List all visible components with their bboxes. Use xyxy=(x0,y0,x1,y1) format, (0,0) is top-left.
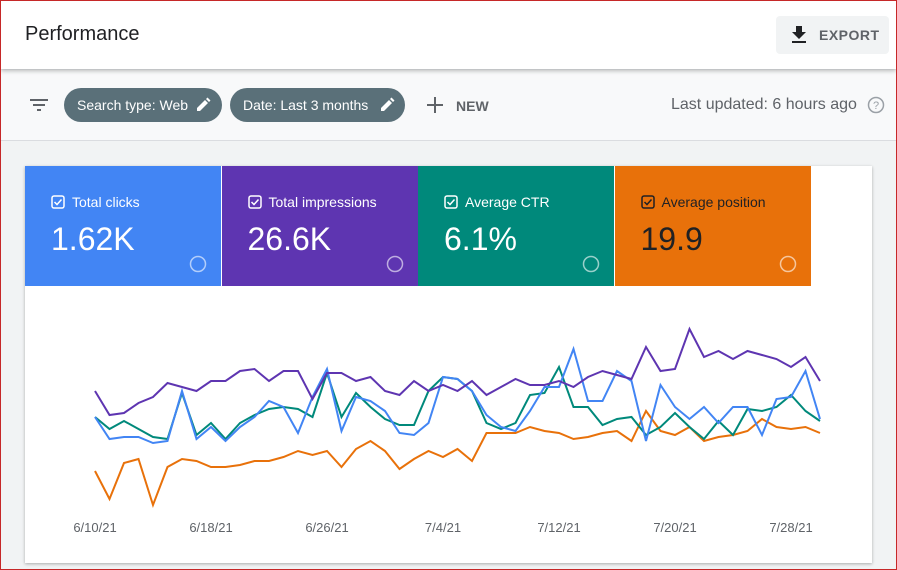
help-circle xyxy=(386,255,403,273)
checkbox-icon xyxy=(51,195,65,209)
plus-icon[interactable] xyxy=(426,96,444,114)
metric-label: Average position xyxy=(661,194,766,210)
checkbox-tick xyxy=(250,198,259,206)
x-tick-label: 7/4/21 xyxy=(425,520,461,535)
last-updated: Last updated: 6 hours ago xyxy=(671,96,857,113)
help-icon xyxy=(386,255,403,273)
svg-text:?: ? xyxy=(873,100,879,112)
metric-tile[interactable]: Average CTR 6.1% xyxy=(418,166,614,286)
checkbox-icon xyxy=(640,195,655,209)
series-line xyxy=(94,364,821,441)
checkbox-box xyxy=(444,195,458,209)
x-tick-label: 7/28/21 xyxy=(769,520,812,535)
checkbox-tick xyxy=(53,198,63,206)
help-circle xyxy=(582,255,600,273)
help-icon xyxy=(582,255,600,273)
checkbox-tick xyxy=(446,198,456,206)
metric-tile[interactable]: Total clicks 1.62K xyxy=(25,166,221,286)
x-tick-label: 6/26/21 xyxy=(305,520,348,535)
series-line xyxy=(94,345,821,445)
filter-chip[interactable]: Date: Last 3 months xyxy=(230,88,405,122)
metric-tile[interactable]: Total impressions 26.6K xyxy=(221,166,418,286)
edit-icon xyxy=(381,97,395,111)
metric-value: 6.1% xyxy=(444,221,517,257)
x-tick-label: 6/18/21 xyxy=(189,520,232,535)
checkbox-tick xyxy=(643,198,652,206)
page-title: Performance xyxy=(25,23,140,45)
metric-label: Total impressions xyxy=(268,194,377,210)
export-button[interactable]: EXPORT xyxy=(776,16,889,54)
metric-value: 26.6K xyxy=(247,221,332,257)
metric-value: 19.9 xyxy=(640,221,703,257)
performance-card: Total clicks 1.62K Total impressions 26.6K A… xyxy=(25,166,872,563)
checkbox-box xyxy=(247,195,262,209)
help-icon[interactable]: ? xyxy=(867,96,885,114)
header: Performance EXPORT xyxy=(1,1,896,69)
filter-chip[interactable]: Search type: Web xyxy=(64,88,222,122)
metric-label: Average CTR xyxy=(465,194,550,210)
metric-tile[interactable]: Average position 19.9 xyxy=(614,166,811,286)
series-line xyxy=(94,409,821,509)
series-line xyxy=(94,326,821,417)
help-icon xyxy=(189,255,207,273)
metric-value: 1.62K xyxy=(51,221,135,257)
help-circle xyxy=(189,255,207,273)
chip-label: Search type: Web xyxy=(77,97,189,113)
help-circle xyxy=(779,255,796,273)
export-label: EXPORT xyxy=(819,27,880,43)
filter-bar: Search type: Web Date: Last 3 months NEW… xyxy=(1,70,896,141)
download-icon xyxy=(792,26,806,43)
help-icon xyxy=(779,255,796,273)
chart: 6/10/21 6/18/21 6/26/21 7/4/21 7/12/21 7/20/2… xyxy=(73,326,821,535)
checkbox-icon xyxy=(444,195,458,209)
x-tick-label: 7/20/21 xyxy=(653,520,696,535)
x-tick-label: 7/12/21 xyxy=(537,520,580,535)
edit-icon xyxy=(197,97,211,111)
metric-label: Total clicks xyxy=(72,194,140,210)
new-filter-button[interactable]: NEW xyxy=(456,98,489,114)
checkbox-box xyxy=(640,195,655,209)
x-tick-label: 6/10/21 xyxy=(73,520,116,535)
checkbox-icon xyxy=(247,195,262,209)
checkbox-box xyxy=(51,195,65,209)
chip-label: Date: Last 3 months xyxy=(243,97,369,113)
filter-icon[interactable] xyxy=(27,93,51,117)
